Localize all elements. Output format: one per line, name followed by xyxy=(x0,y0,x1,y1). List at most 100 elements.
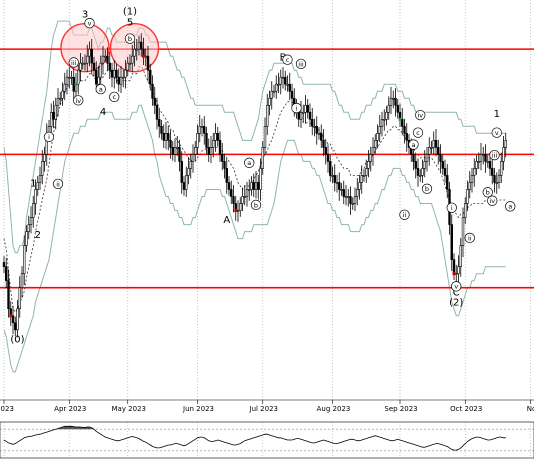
circled-label-text: i xyxy=(48,133,50,141)
circled-label-text: i xyxy=(451,204,453,212)
circled-label-text: iv xyxy=(489,197,495,205)
candle-body xyxy=(272,90,276,93)
circled-label: c xyxy=(109,91,120,102)
wave-label: C xyxy=(453,287,460,298)
candle-body xyxy=(414,161,417,169)
candle-body xyxy=(385,111,388,120)
circled-label-text: iii xyxy=(298,60,304,68)
circled-label-ring xyxy=(487,195,498,206)
wave-label: (2) xyxy=(449,297,463,308)
candle-body xyxy=(270,90,273,99)
circled-label-ring xyxy=(451,281,462,292)
candle-body xyxy=(455,273,458,275)
candle-body xyxy=(23,245,26,274)
candle-body xyxy=(374,140,377,148)
candle-body xyxy=(493,175,496,183)
circled-label-text: a xyxy=(412,141,416,149)
candle-body xyxy=(394,97,397,106)
circled-label-ring xyxy=(491,127,502,138)
circled-label: b xyxy=(482,187,493,198)
candle-body xyxy=(162,133,165,141)
candle-body xyxy=(79,62,82,71)
x-tick-label: 2023 xyxy=(0,405,14,413)
candle-body xyxy=(77,69,80,85)
candle-body xyxy=(108,62,111,71)
circled-label-text: ii xyxy=(403,211,407,219)
candle-body xyxy=(88,48,91,57)
candle-body xyxy=(32,203,35,218)
wave-label: 2 xyxy=(35,230,41,241)
circled-label-ring xyxy=(124,33,136,44)
candle-body xyxy=(52,111,55,120)
circled-label: b xyxy=(421,183,433,194)
candle-body xyxy=(248,189,251,191)
candle-body xyxy=(216,133,219,141)
candle-body xyxy=(365,168,368,176)
candle-body xyxy=(81,62,84,65)
candle-body xyxy=(275,83,278,92)
candle-body xyxy=(135,48,138,51)
candle-body xyxy=(371,147,375,155)
candle-body xyxy=(477,161,480,163)
candle-body xyxy=(401,118,404,127)
candle-body xyxy=(11,315,15,324)
candle-body xyxy=(137,41,141,50)
candle-body xyxy=(281,76,285,79)
candle-body xyxy=(423,161,426,169)
candle-body xyxy=(324,147,327,155)
wave-label: 1 xyxy=(494,109,500,120)
candle-body xyxy=(212,140,215,148)
circled-label-ring xyxy=(282,54,293,65)
candle-body xyxy=(347,196,350,198)
candle-body xyxy=(27,224,30,232)
candle-body xyxy=(209,147,213,155)
candle-body xyxy=(133,48,136,57)
circled-label-text: ii xyxy=(56,180,60,188)
candle-body xyxy=(191,154,195,162)
circled-label-ring xyxy=(43,131,55,142)
candle-body xyxy=(86,55,89,64)
candle-body xyxy=(140,41,143,50)
candle-body xyxy=(151,83,154,99)
circled-label-text: b xyxy=(128,35,132,43)
candle-body xyxy=(115,69,118,78)
candle-body xyxy=(495,182,498,184)
circled-label-ring xyxy=(95,83,106,95)
candle-body xyxy=(225,168,228,183)
x-tick-label: Sep 2023 xyxy=(384,405,417,413)
candle-body xyxy=(131,55,134,64)
candle-body xyxy=(356,189,359,197)
wave-label: 3 xyxy=(82,10,88,21)
candle-body xyxy=(153,97,156,106)
circled-label-text: iii xyxy=(492,151,498,159)
candle-body xyxy=(266,104,269,127)
wave-label: 4 xyxy=(100,107,106,118)
candle-body xyxy=(63,83,66,92)
circled-label: b xyxy=(250,199,262,211)
x-tick-label: Jun 2023 xyxy=(182,405,214,413)
circled-label-ring xyxy=(295,58,307,70)
green-marker xyxy=(74,82,78,86)
candle-body xyxy=(387,104,390,113)
oscillator-line xyxy=(3,425,506,451)
candle-body xyxy=(164,133,168,141)
circled-label-text: a xyxy=(247,159,251,167)
candle-body xyxy=(484,154,487,162)
candle-body xyxy=(441,161,444,169)
candle-body xyxy=(239,203,242,211)
bollinger-lower-band xyxy=(3,104,506,373)
candle-body xyxy=(257,182,260,190)
candle-body xyxy=(250,182,253,190)
circled-label: ii xyxy=(464,232,475,244)
candle-body xyxy=(261,147,264,169)
candle-body xyxy=(389,97,393,106)
candle-body xyxy=(286,83,289,86)
candle-body xyxy=(403,126,406,134)
candle-body xyxy=(214,133,217,141)
candle-body xyxy=(311,118,314,127)
wave-label: 1 xyxy=(30,179,36,190)
candle-body xyxy=(284,76,287,85)
circled-label: v xyxy=(84,18,95,29)
red-marker xyxy=(452,272,456,276)
